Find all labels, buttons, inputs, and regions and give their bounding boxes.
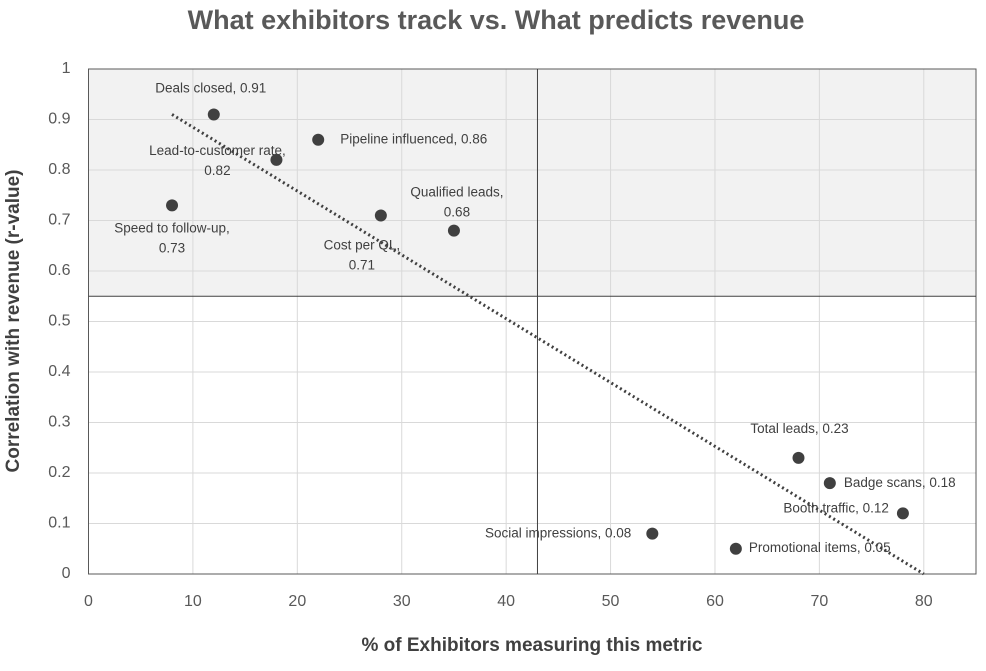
x-axis-title: % of Exhibitors measuring this metric [361, 635, 702, 656]
y-tick-label: 0.1 [48, 515, 70, 532]
y-tick-label: 0.9 [48, 111, 70, 128]
y-tick-label: 0.8 [48, 161, 70, 178]
y-tick-label: 0.2 [48, 464, 70, 481]
point [270, 153, 283, 166]
data-label: Pipeline influenced, 0.86 [340, 131, 487, 146]
y-tick-label: 0 [62, 565, 71, 582]
point [646, 527, 659, 540]
data-label: Qualified leads, 0.68 [410, 184, 503, 219]
data-label: Total leads, 0.23 [750, 420, 848, 435]
shaded-region [88, 69, 976, 297]
x-tick-label: 80 [915, 593, 933, 610]
data-label: Promotional items, 0.05 [749, 539, 891, 554]
x-tick-label: 0 [84, 593, 93, 610]
data-label: Booth traffic, 0.12 [783, 500, 889, 515]
point [312, 133, 325, 146]
x-tick-label: 30 [393, 593, 411, 610]
point [166, 199, 179, 212]
point [823, 477, 836, 490]
y-tick-label: 0.7 [48, 212, 70, 229]
y-tick-label: 0.4 [48, 363, 70, 380]
y-tick-label: 0.6 [48, 262, 70, 279]
x-tick-label: 40 [497, 593, 515, 610]
data-label: Badge scans, 0.18 [844, 475, 956, 490]
trendline [171, 113, 925, 576]
y-axis-title: Correlation with revenue (r-value) [3, 169, 24, 472]
data-label: Lead-to-customer rate, 0.82 [149, 142, 286, 177]
data-label: Social impressions, 0.08 [485, 525, 631, 540]
y-tick-label: 0.3 [48, 414, 70, 431]
point [792, 451, 805, 464]
x-tick-label: 70 [810, 593, 828, 610]
x-tick-label: 60 [706, 593, 724, 610]
data-label: Speed to follow-up, 0.73 [114, 220, 230, 255]
x-tick-label: 20 [288, 593, 306, 610]
x-tick-label: 50 [602, 593, 620, 610]
data-label: Cost per QL, 0.71 [324, 237, 401, 272]
point [207, 108, 220, 121]
chart-title: What exhibitors track vs. What predicts … [188, 5, 805, 35]
data-label: Deals closed, 0.91 [155, 80, 266, 95]
plot-border [88, 68, 977, 575]
point [447, 224, 460, 237]
y-tick-label: 1 [62, 60, 71, 77]
point [374, 209, 387, 222]
x-tick-label: 10 [184, 593, 202, 610]
y-tick-label: 0.5 [48, 313, 70, 330]
point [896, 507, 909, 520]
point [729, 542, 742, 555]
